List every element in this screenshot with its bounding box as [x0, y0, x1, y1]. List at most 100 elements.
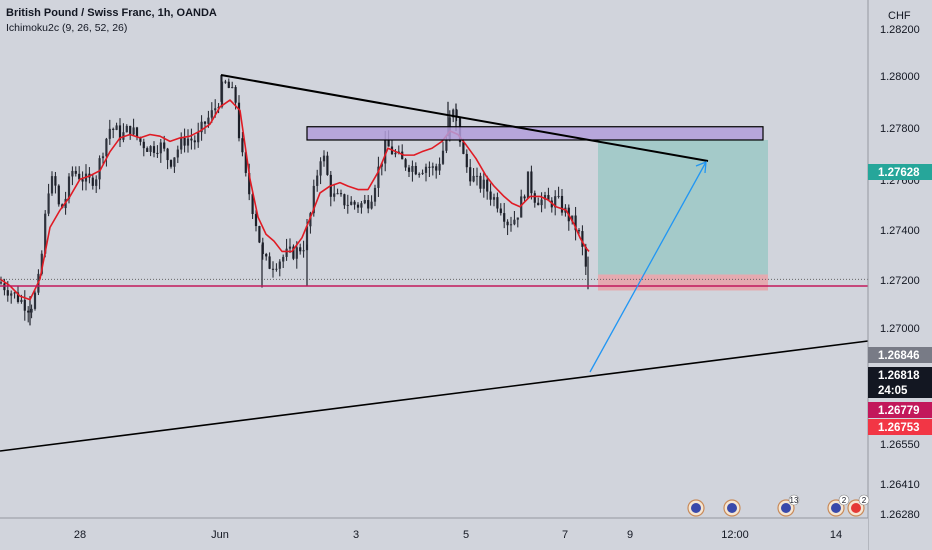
candle-body — [13, 292, 16, 294]
candle-body — [261, 242, 264, 255]
ascending-trendline[interactable] — [0, 340, 869, 452]
target-zone[interactable] — [598, 139, 768, 275]
candle-body — [343, 194, 346, 206]
candle-body — [265, 254, 268, 257]
candle-body — [74, 170, 77, 174]
candle-body — [452, 109, 455, 118]
candle-body — [197, 132, 200, 143]
candle-body — [33, 292, 37, 309]
candle-body — [560, 195, 564, 213]
candle-body — [469, 167, 472, 182]
candle-body — [577, 230, 581, 232]
candle-body — [152, 146, 156, 153]
candle-body — [285, 248, 288, 257]
candle-body — [533, 193, 536, 203]
resistance-zone[interactable] — [306, 126, 764, 141]
candle-body — [530, 171, 533, 194]
candle-body — [547, 195, 550, 201]
candle-body — [462, 142, 465, 154]
candle-body — [6, 290, 9, 296]
candle-body — [139, 137, 142, 142]
candle-body — [244, 152, 247, 173]
candle-body — [581, 231, 584, 247]
candle-body — [282, 256, 285, 262]
candle-body — [537, 202, 540, 206]
price-label: 1.27628 — [878, 167, 920, 179]
candle-body — [302, 250, 305, 252]
time-tick-label: 14 — [830, 529, 842, 541]
candle-body — [231, 87, 234, 89]
price-tick-label: 1.28000 — [880, 71, 920, 83]
stop-zone[interactable] — [598, 274, 768, 291]
price-tick-label: 1.27400 — [880, 225, 920, 237]
candle-body — [71, 170, 74, 177]
candle-body — [118, 125, 122, 140]
candle-body — [50, 176, 54, 194]
candle-body — [159, 142, 162, 154]
price-tick-label: 1.26280 — [880, 509, 920, 521]
chart-legend: British Pound / Swiss Franc, 1h, OANDA I… — [6, 6, 217, 36]
indicator-label[interactable]: Ichimoku2c (9, 26, 52, 26) — [6, 22, 128, 34]
time-tick-label: Jun — [211, 529, 229, 541]
candle-body — [135, 127, 139, 138]
candle-body — [268, 256, 271, 269]
flag-icon — [727, 503, 737, 513]
candle-body — [424, 166, 428, 173]
candle-body — [492, 197, 496, 200]
candle-body — [554, 196, 557, 208]
event-count-badge — [838, 494, 850, 506]
candle-body — [367, 200, 370, 209]
descending-trendline[interactable] — [220, 74, 709, 162]
candle-body — [237, 102, 241, 139]
candle-body — [441, 150, 445, 164]
candle-body — [95, 179, 98, 186]
candle-body — [384, 139, 387, 164]
candle-body — [217, 106, 220, 109]
candle-body — [309, 213, 312, 227]
candle-body — [40, 253, 43, 274]
candle-body — [356, 204, 360, 208]
flag-icon — [691, 503, 701, 513]
projection-arrow[interactable] — [589, 161, 707, 373]
candle-body — [57, 185, 60, 205]
flag-icon — [851, 503, 861, 513]
symbol-title[interactable]: British Pound / Swiss Franc, 1h, OANDA — [6, 7, 217, 19]
candle-body — [557, 195, 560, 197]
candle-body — [203, 121, 207, 124]
candle-body — [319, 161, 322, 176]
candle-body — [404, 159, 407, 168]
candle-body — [540, 199, 543, 206]
candle-body — [10, 293, 13, 296]
candle-body — [98, 158, 101, 180]
candle-body — [503, 213, 506, 222]
price-axis[interactable] — [868, 0, 932, 550]
candle-body — [418, 173, 421, 175]
candle-body — [475, 175, 479, 177]
event-count: 2 — [842, 496, 847, 505]
candle-body — [435, 166, 438, 171]
time-axis[interactable] — [0, 518, 868, 550]
candle-body — [81, 179, 84, 182]
candle-body — [200, 121, 203, 133]
candle-body — [370, 201, 373, 209]
candle-body — [190, 138, 193, 141]
price-tick-label: 1.27800 — [880, 123, 920, 135]
price-label-bg — [868, 164, 932, 180]
candle-body — [248, 172, 251, 195]
candle-body — [271, 268, 275, 270]
projection-arrow-head — [695, 161, 707, 174]
candle-body — [322, 155, 326, 162]
candle-body — [220, 81, 224, 107]
time-tick-label: 28 — [74, 529, 86, 541]
candle-body — [149, 146, 152, 152]
candle-body — [305, 226, 309, 251]
candle-body — [254, 214, 258, 227]
candle-body — [445, 139, 448, 151]
price-tick-label: 1.27000 — [880, 323, 920, 335]
candle-body — [30, 308, 33, 313]
candle-body — [543, 195, 547, 200]
candle-body — [275, 268, 278, 270]
candle-body — [91, 177, 94, 186]
